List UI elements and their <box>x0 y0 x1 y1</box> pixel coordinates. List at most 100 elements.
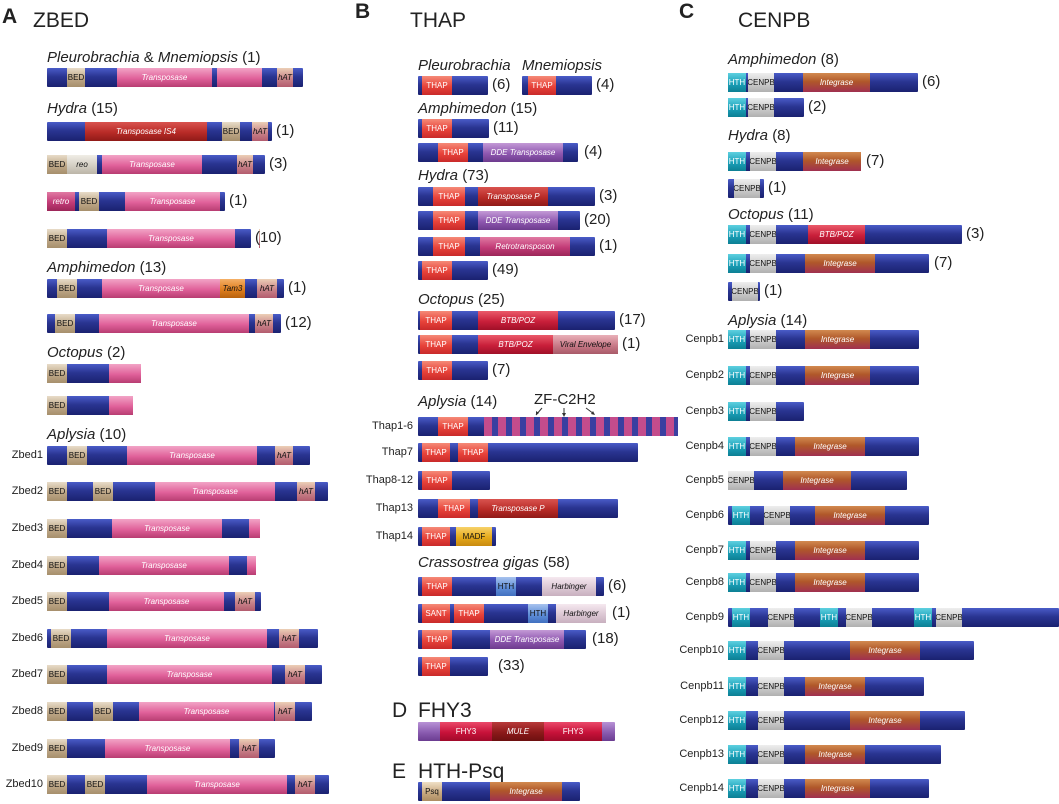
count-label: (1) <box>622 335 641 352</box>
panel-e-title: HTH-Psq <box>418 760 505 783</box>
hat-domain: hAT <box>275 446 293 465</box>
protein-bar: CENPB <box>728 282 760 301</box>
count-label: (3) <box>599 187 618 204</box>
transposase-domain: Transposase <box>105 739 230 758</box>
hat-domain: hAT <box>255 314 273 333</box>
protein-bar: HTH CENPB Integrase <box>728 254 929 273</box>
hth-domain: HTH <box>728 366 746 385</box>
protein-bar: CENPB Integrase <box>728 471 907 490</box>
transposase-domain <box>247 556 256 575</box>
protein-bar: THAP BTB/POZ Viral Envelope <box>418 335 618 354</box>
thap-domain: THAP <box>528 76 556 95</box>
species-label: Mnemiopsis <box>522 57 603 74</box>
gene-label: Zbed10 <box>5 778 43 790</box>
panel-d-title: FHY3 <box>418 699 472 722</box>
cenpb-domain: CENPB <box>936 608 962 627</box>
transposase-domain: Transposase <box>109 592 224 611</box>
protein-bar: BED Transposase hAT <box>47 665 322 684</box>
gene-label: Cenpb8 <box>685 576 724 588</box>
protein-bar: BED Transposase hAT <box>47 446 310 465</box>
protein-bar: HTH CENPB <box>728 98 804 117</box>
cenpb-domain: CENPB <box>758 641 784 660</box>
thap-domain: THAP <box>458 443 488 462</box>
transposase-domain: Transposase <box>155 482 275 501</box>
hth-domain: HTH <box>728 677 746 696</box>
protein-bar: HTH CENPB Integrase <box>728 437 919 456</box>
transposase-domain: Transposase <box>102 279 220 298</box>
species-label: Amphimedon (8) <box>728 51 839 68</box>
protein-bar: THAP HTH Harbinger <box>418 577 604 596</box>
bed-domain: BED <box>47 396 67 415</box>
protein-bar: HTH CENPB Integrase <box>728 779 929 798</box>
gene-label: Zbed6 <box>11 632 43 644</box>
thap-domain: THAP <box>433 211 465 230</box>
protein-bar: BED Transposase <box>47 229 260 248</box>
hat-domain: hAT <box>279 629 299 648</box>
count-label: (4) <box>584 143 603 160</box>
protein-bar: BED Transposase <box>47 556 256 575</box>
panel-a-letter: A <box>2 5 18 28</box>
protein-bar: HTH CENPB Integrase <box>728 573 919 592</box>
protein-bar: HTH CENPB Integrase <box>728 541 919 560</box>
cenpb-domain: CENPB <box>728 471 754 490</box>
protein-bar: THAP <box>418 76 488 95</box>
protein-bar: HTH CENPB HTH CENPB HTH CENPB <box>728 608 1059 627</box>
thap-domain: THAP <box>422 527 450 546</box>
madf-domain: MADF <box>456 527 492 546</box>
protein-bar: BED BED Transposase hAT <box>47 775 329 794</box>
gene-label: Cenpb6 <box>685 509 724 521</box>
hth-domain: HTH <box>728 402 746 421</box>
transposase-domain <box>217 68 262 87</box>
bed-domain: BED <box>47 775 67 794</box>
integrase-domain: Integrase <box>490 782 562 801</box>
thap-domain: THAP <box>420 311 452 330</box>
protein-bar: HTH CENPB Integrase <box>728 73 918 92</box>
integrase-domain: Integrase <box>805 254 875 273</box>
gene-label: Cenpb10 <box>679 644 724 656</box>
cenpb-domain: CENPB <box>750 541 776 560</box>
thap-domain: THAP <box>422 471 452 490</box>
gene-label: Cenpb1 <box>685 333 724 345</box>
bed-domain: BED <box>93 482 113 501</box>
protein-bar: THAP Transposase P <box>418 499 618 518</box>
psq-domain: Psq <box>422 782 442 801</box>
protein-bar: THAP <box>418 471 490 490</box>
bed-domain: BED <box>67 68 85 87</box>
count-label: (7) <box>492 361 511 378</box>
integrase-domain: Integrase <box>805 779 870 798</box>
thap-domain: THAP <box>422 119 452 138</box>
protein-bar: FHY3 MULE FHY3 <box>418 722 615 741</box>
species-label: Pleurobrachia <box>418 57 511 74</box>
hth-domain: HTH <box>820 608 838 627</box>
cenpb-domain: CENPB <box>758 711 784 730</box>
count-label: (20) <box>584 211 611 228</box>
count-label: (17) <box>619 311 646 328</box>
species-label: Amphimedon (15) <box>418 100 538 117</box>
thap-domain: THAP <box>433 237 465 256</box>
protein-bar: HTH CENPB Integrase <box>728 506 929 525</box>
bed-domain: BED <box>47 556 67 575</box>
count-label: (33) <box>498 657 525 674</box>
protein-bar: CENPB <box>728 179 764 198</box>
cenpb-domain: CENPB <box>750 225 776 244</box>
hth-domain: HTH <box>728 330 746 349</box>
integrase-domain: Integrase <box>795 437 865 456</box>
transposase-domain: Transposase <box>127 446 257 465</box>
gene-label: Cenpb9 <box>685 611 724 623</box>
count-label: (1) <box>599 237 618 254</box>
protein-bar: BED <box>47 396 133 415</box>
transposase-domain: Transposase <box>107 229 235 248</box>
mule-domain: MULE <box>492 722 544 741</box>
thap-domain: THAP <box>438 499 470 518</box>
hat-domain: hAT <box>295 775 315 794</box>
dde-transposase-domain: DDE Transposase <box>490 630 564 649</box>
transposase-domain: Transposase <box>107 665 272 684</box>
bed-domain: BED <box>47 592 67 611</box>
protein-bar: BED <box>47 364 141 383</box>
gene-label: Zbed8 <box>11 705 43 717</box>
protein-bar: BED Transposase hAT <box>47 739 275 758</box>
protein-bar: BED BED Transposase hAT <box>47 702 312 721</box>
bed-domain: BED <box>47 739 67 758</box>
hth-domain: HTH <box>728 254 746 273</box>
protein-bar: THAP THAP <box>418 443 638 462</box>
